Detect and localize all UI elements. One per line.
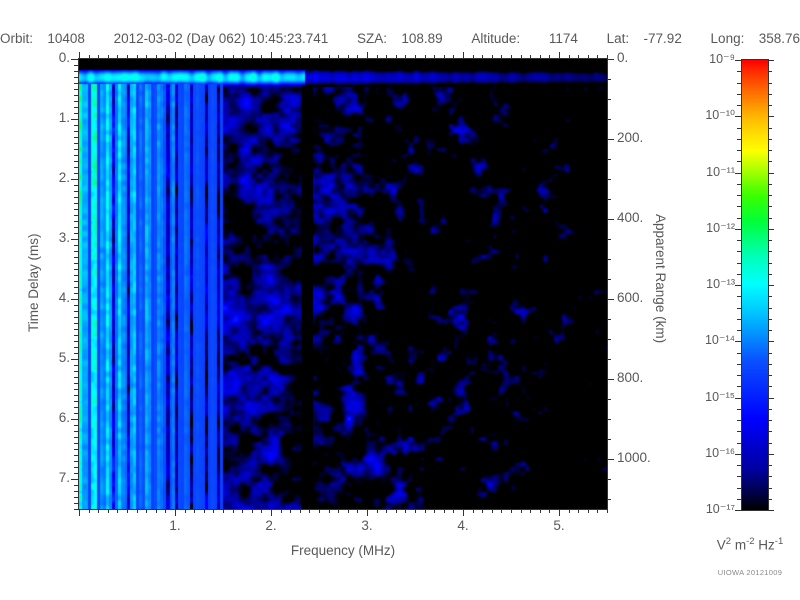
colorbar-tick-label: 10⁻¹⁰ xyxy=(705,108,735,123)
y-left-tick-label: 2. xyxy=(58,170,70,185)
y-right-tick-label: 0. xyxy=(617,50,629,65)
altitude-label: Altitude: xyxy=(471,30,521,46)
y-axis-left-title: Time Delay (ms) xyxy=(26,233,41,332)
altitude-value: 1174 xyxy=(548,30,578,46)
lat-label: Lat: xyxy=(606,30,630,46)
y-left-tick-label: 7. xyxy=(58,470,70,485)
y-left-tick-label: 6. xyxy=(58,410,70,425)
y-right-tick-label: 800. xyxy=(617,370,644,385)
colorbar-tick-label: 10⁻¹¹ xyxy=(706,164,735,179)
orbit-label: Orbit: xyxy=(0,30,34,46)
y-left-tick-label: 5. xyxy=(58,350,70,365)
sza-label: SZA: xyxy=(357,30,388,46)
colorbar-tick-label: 10⁻¹⁷ xyxy=(705,502,735,516)
datetime-value: 2012-03-02 (Day 062) 10:45:23.741 xyxy=(113,30,329,46)
y-left-tick-label: 4. xyxy=(58,290,70,305)
spectrogram-plot-area xyxy=(78,58,608,510)
long-value: 358.76 xyxy=(758,30,800,46)
x-axis-title: Frequency (MHz) xyxy=(290,543,396,558)
y-right-tick-label: 1000. xyxy=(617,450,651,465)
colorbar-tick-label: 10⁻¹³ xyxy=(706,277,735,291)
colorbar-gradient xyxy=(742,60,768,510)
orbit-value: 10408 xyxy=(47,30,85,46)
x-tick-label: 4. xyxy=(457,518,469,533)
y-right-tick-label: 400. xyxy=(617,210,644,225)
colorbar-tick-label: 10⁻¹⁶ xyxy=(705,445,735,460)
y-axis-right-title: Apparent Range (km) xyxy=(653,214,668,344)
x-tick-label: 2. xyxy=(265,518,277,533)
colorbar-tick-label: 10⁻⁹ xyxy=(709,52,735,66)
colorbar-tick-label: 10⁻¹² xyxy=(706,220,735,235)
y-left-tick-label: 0. xyxy=(58,50,70,65)
x-tick-label: 5. xyxy=(553,518,565,533)
x-tick-label: 3. xyxy=(361,518,373,533)
figure-header: Orbit: 10408 2012-03-02 (Day 062) 10:45:23… xyxy=(0,29,800,47)
x-tick-label: 1. xyxy=(169,518,181,533)
colorbar-unit-label: V2 m-2 Hz-1 xyxy=(716,536,784,553)
credit-text: UIOWA 20121009 xyxy=(717,568,783,577)
lat-value: -77.92 xyxy=(643,30,682,46)
sza-value: 108.89 xyxy=(401,30,443,46)
colorbar xyxy=(741,59,769,511)
colorbar-tick-label: 10⁻¹⁴ xyxy=(704,333,735,348)
y-right-tick-label: 600. xyxy=(617,290,644,305)
colorbar-tick-label: 10⁻¹⁵ xyxy=(705,389,735,404)
y-left-tick-label: 3. xyxy=(58,230,70,245)
long-label: Long: xyxy=(710,30,745,46)
y-left-tick-label: 1. xyxy=(58,110,70,125)
y-right-tick-label: 200. xyxy=(617,130,644,145)
spectrogram-image xyxy=(79,59,607,509)
